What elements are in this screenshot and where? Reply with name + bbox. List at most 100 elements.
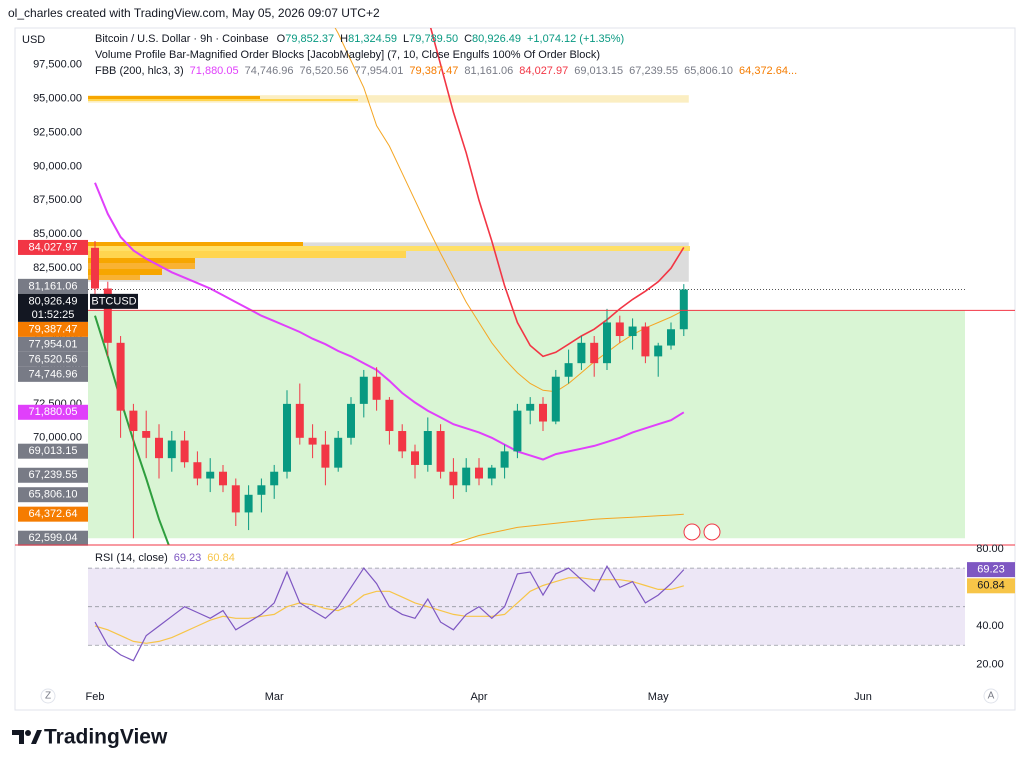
- level-label: 79,387.47: [29, 323, 78, 335]
- candle-body: [244, 494, 253, 513]
- candle-body: [539, 403, 547, 422]
- candles: [91, 241, 688, 539]
- symbol-title: Bitcoin / U.S. Dollar · 9h · Coinbase: [95, 33, 269, 45]
- level-label: 62,599.04: [29, 532, 78, 544]
- rsi-value: 69.23: [174, 552, 202, 564]
- level-box: [18, 278, 88, 294]
- level-box: [18, 321, 88, 337]
- x-tick-label: Apr: [470, 691, 487, 703]
- level-box: [18, 366, 88, 382]
- auto-button[interactable]: [983, 688, 999, 704]
- auto-label[interactable]: A: [988, 691, 995, 702]
- candle-body: [180, 440, 189, 463]
- fbb-title: FBB (200, hlc3, 3): [95, 65, 184, 77]
- level-box: [18, 530, 88, 546]
- level-label: 74,746.96: [29, 368, 78, 380]
- candle-body: [500, 451, 509, 468]
- ohlc-value: 79,852.37: [285, 33, 334, 45]
- currency: USD: [22, 34, 45, 46]
- candle-body: [129, 410, 138, 432]
- y-tick-label: 90,000.00: [33, 160, 82, 172]
- x-tick-label: May: [648, 691, 669, 703]
- level-label: 81,161.06: [29, 280, 78, 292]
- profile-bar: [88, 258, 195, 263]
- chart-frame: [14, 27, 1016, 711]
- rsi-line: [94, 577, 684, 644]
- level-box: [18, 467, 88, 483]
- x-tick-label: Jun: [854, 691, 872, 703]
- ohlc-value: 79,789.50: [409, 33, 458, 45]
- candle-body: [615, 322, 624, 337]
- volume-profile: [88, 96, 690, 280]
- candle-body: [436, 431, 445, 472]
- candle-body: [411, 451, 419, 465]
- indicator-title: Volume Profile Bar-Magnified Order Block…: [95, 49, 600, 61]
- rsi-lines: [94, 564, 685, 662]
- x-tick-label: Feb: [86, 691, 105, 703]
- level-box: [18, 351, 88, 367]
- last-price-label: 80,926.49: [29, 295, 78, 307]
- candle-body: [193, 462, 202, 479]
- level-label: 77,954.01: [29, 338, 78, 350]
- candle-body: [513, 410, 522, 452]
- candle-body: [487, 467, 496, 479]
- fbb-value: 64,372.64: [739, 65, 788, 77]
- candle-body: [423, 431, 432, 465]
- candle-body: [103, 288, 112, 343]
- rsi-line: [94, 564, 685, 662]
- profile-bar: [88, 269, 162, 275]
- symbol-tag-label: BTCUSD: [91, 295, 136, 307]
- fbb-value: 77,954.01: [354, 65, 403, 77]
- rsi-tick-label: 80.00: [976, 543, 1004, 555]
- fbb-value: 79,387.47: [409, 65, 458, 77]
- level-label: 67,239.55: [29, 469, 78, 481]
- level-label: 76,520.56: [29, 353, 78, 365]
- level-label: 69,013.15: [29, 445, 78, 457]
- candle-body: [679, 289, 688, 330]
- level-box: [18, 404, 88, 420]
- candle-body: [295, 403, 304, 438]
- band-line: [94, 182, 685, 461]
- level-box: [18, 487, 88, 503]
- band-line: [448, 513, 684, 545]
- candle-body: [231, 485, 240, 513]
- candle-body: [283, 403, 291, 472]
- event-icon: [703, 523, 721, 541]
- y-tick-label: 97,500.00: [33, 59, 82, 71]
- level-label: 64,372.64: [29, 508, 78, 520]
- candle-body: [155, 437, 163, 459]
- rsi-tick-label: 40.00: [976, 620, 1004, 632]
- ohlc-key: O: [277, 33, 286, 45]
- candle-body: [219, 471, 227, 486]
- candle-body: [372, 376, 381, 400]
- ohlc-key: C: [464, 33, 472, 45]
- y-tick-label: 92,500.00: [33, 126, 82, 138]
- rsi-tick-label: 20.00: [976, 658, 1004, 670]
- profile-bar: [88, 242, 303, 246]
- candle-body: [462, 467, 471, 486]
- logo-mark: [12, 730, 24, 744]
- candle-body: [167, 440, 176, 459]
- level-box: [18, 506, 88, 522]
- logo-mark: [31, 730, 42, 744]
- candle-body: [206, 471, 215, 479]
- rsi-value-box-label: 60.84: [977, 580, 1005, 592]
- logo: TradingView: [12, 726, 168, 749]
- rsi-value-box: [967, 562, 1015, 578]
- brand: TradingView: [44, 726, 168, 749]
- level-box: [18, 336, 88, 352]
- candle-body: [142, 431, 151, 438]
- candle-body: [385, 399, 394, 432]
- candle-body: [321, 444, 330, 468]
- price-change: +1,074.12 (+1.35%): [527, 33, 624, 45]
- profile-bar: [88, 263, 195, 269]
- zoom-button[interactable]: [40, 688, 56, 704]
- zoom-label[interactable]: Z: [45, 691, 51, 702]
- level-box: [18, 443, 88, 459]
- order-block: [88, 95, 689, 103]
- band-line: [334, 28, 685, 393]
- candle-body: [270, 471, 279, 486]
- y-tick-label: 70,000.00: [33, 432, 82, 444]
- ohlc-key: L: [403, 33, 409, 45]
